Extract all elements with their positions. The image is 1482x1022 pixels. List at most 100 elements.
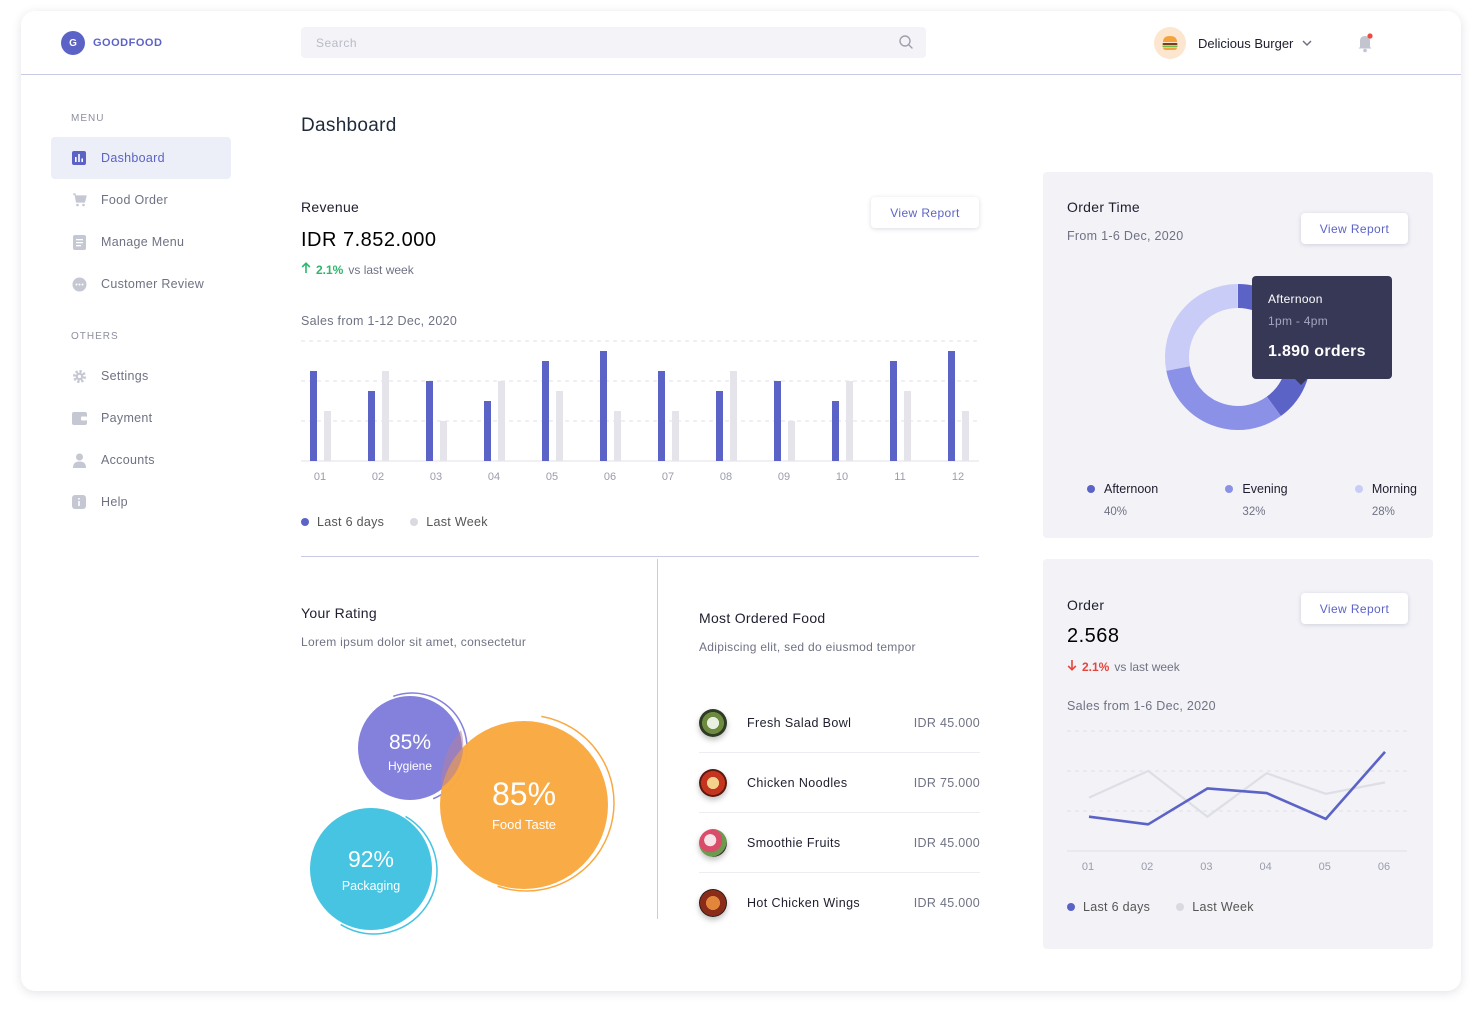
document-icon: [71, 234, 87, 250]
order-sales-range: Sales from 1-6 Dec, 2020: [1067, 699, 1216, 713]
user-menu[interactable]: Delicious Burger: [1154, 27, 1313, 59]
search-input[interactable]: Search: [301, 27, 926, 58]
legend-label: Last 6 days: [1083, 900, 1151, 914]
notification-bell-icon[interactable]: [1356, 33, 1374, 58]
x-tick-label: 06: [1378, 861, 1390, 873]
tooltip-range: 1pm - 4pm: [1268, 314, 1329, 328]
sidebar-item-help[interactable]: Help: [51, 481, 231, 523]
rating-card: Your Rating Lorem ipsum dolor sit amet, …: [301, 605, 641, 935]
bar-previous: [788, 421, 795, 461]
bar-current: [426, 381, 433, 461]
revenue-amount: IDR 7.852.000: [301, 229, 437, 251]
line-previous: [1088, 769, 1386, 819]
hygiene-label: Hygiene: [388, 759, 432, 773]
bar-current: [310, 371, 317, 461]
food-name: Chicken Noodles: [747, 775, 848, 790]
legend-label: Last Week: [426, 515, 488, 529]
revenue-legend: Last 6 days Last Week: [301, 515, 488, 529]
order-time-card: Order Time From 1-6 Dec, 2020 View Repor…: [1043, 172, 1433, 538]
sidebar-item-manage-menu[interactable]: Manage Menu: [51, 221, 231, 263]
order-view-report-button[interactable]: View Report: [1301, 593, 1408, 624]
food-price: IDR 45.000: [913, 835, 980, 850]
packaging-bubble: [310, 808, 432, 930]
legend-value: 28%: [1371, 506, 1395, 518]
burger-icon: [1154, 27, 1186, 59]
arrow-up-icon: [301, 262, 311, 277]
sidebar-item-label: Accounts: [101, 453, 155, 467]
tooltip-title: Afternoon: [1268, 292, 1323, 306]
rating-title: Your Rating: [301, 605, 377, 621]
food-taste-bubble: [440, 721, 608, 889]
cart-icon: [71, 192, 87, 208]
packaging-label: Packaging: [342, 879, 400, 893]
list-item[interactable]: Fresh Salad Bowl IDR 45.000: [699, 693, 980, 753]
legend-item-evening: Evening 32%: [1225, 482, 1288, 518]
x-tick-label: 09: [778, 471, 790, 483]
x-tick-label: 05: [546, 471, 558, 483]
revenue-sales-range: Sales from 1-12 Dec, 2020: [301, 314, 458, 328]
bar-current: [600, 351, 607, 461]
sidebar-item-settings[interactable]: Settings: [51, 355, 231, 397]
bar-previous: [904, 391, 911, 461]
revenue-divider: [301, 556, 979, 557]
bar-current: [484, 401, 491, 461]
hygiene-bubble: [358, 696, 462, 800]
x-tick-label: 08: [720, 471, 732, 483]
hygiene-value: 85%: [389, 731, 431, 754]
x-tick-label: 04: [1259, 861, 1271, 873]
bar-previous: [846, 381, 853, 461]
line-current: [1088, 751, 1386, 826]
sidebar: MENU Dashboard Food Order Manage Menu Cu…: [51, 111, 231, 523]
sidebar-item-dashboard[interactable]: Dashboard: [51, 137, 231, 179]
revenue-bar-chart: 01 02 03 04 05 06 07 08 09 10 11 12: [301, 340, 979, 483]
x-tick-label: 02: [1141, 861, 1153, 873]
sidebar-item-label: Manage Menu: [101, 235, 185, 249]
list-item[interactable]: Chicken Noodles IDR 75.000: [699, 753, 980, 813]
logo-text: GOODFOOD: [93, 37, 163, 49]
legend-item-current: Last 6 days: [301, 515, 384, 529]
order-time-view-report-button[interactable]: View Report: [1301, 213, 1408, 244]
rating-bubbles: 85% Hygiene 85% Food Taste 92% Packaging: [310, 692, 615, 935]
bar-current: [542, 361, 549, 461]
legend-item-morning: Morning 28%: [1354, 482, 1417, 518]
order-time-tooltip: Afternoon 1pm - 4pm 1.890 orders: [1252, 276, 1392, 385]
legend-item-current: Last 6 days: [1067, 900, 1150, 914]
food-name: Fresh Salad Bowl: [747, 715, 852, 730]
order-delta-text: vs last week: [1114, 659, 1180, 674]
search-icon[interactable]: [898, 34, 914, 55]
legend-label: Afternoon: [1104, 482, 1159, 496]
top-bar: G GOODFOOD Search Delicious Burger: [21, 11, 1461, 75]
chicken-wings-icon: [699, 889, 727, 917]
section-divider: [657, 559, 658, 919]
order-time-title: Order Time: [1067, 199, 1141, 215]
bar-current: [716, 391, 723, 461]
revenue-view-report-button[interactable]: View Report: [871, 197, 979, 228]
sidebar-item-label: Food Order: [101, 193, 168, 207]
bar-previous: [324, 411, 331, 461]
x-tick-label: 01: [1082, 861, 1094, 873]
sidebar-item-label: Help: [101, 495, 128, 509]
menu-section-title: MENU: [71, 113, 105, 124]
revenue-card: Revenue View Report IDR 7.852.000 2.1% v…: [301, 197, 979, 557]
chat-icon: [71, 276, 87, 292]
bar-previous: [614, 411, 621, 461]
x-tick-label: 12: [952, 471, 964, 483]
bar-previous: [730, 371, 737, 461]
sidebar-item-accounts[interactable]: Accounts: [51, 439, 231, 481]
sidebar-item-customer-review[interactable]: Customer Review: [51, 263, 231, 305]
food-name: Hot Chicken Wings: [747, 896, 861, 910]
food-price: IDR 45.000: [913, 896, 980, 910]
sidebar-item-payment[interactable]: Payment: [51, 397, 231, 439]
revenue-delta-value: 2.1%: [316, 262, 344, 277]
legend-label: Last 6 days: [317, 515, 385, 529]
search-placeholder: Search: [316, 36, 358, 50]
revenue-delta: 2.1% vs last week: [301, 262, 414, 277]
logo[interactable]: G GOODFOOD: [61, 31, 162, 55]
app-window: G GOODFOOD Search Delicious Burger MENU: [21, 11, 1461, 991]
sidebar-item-label: Settings: [101, 369, 149, 383]
sidebar-item-food-order[interactable]: Food Order: [51, 179, 231, 221]
bar-chart-icon: [71, 150, 87, 166]
list-item[interactable]: Smoothie Fruits IDR 45.000: [699, 813, 980, 873]
list-item[interactable]: Hot Chicken Wings IDR 45.000: [699, 873, 980, 933]
order-time-legend: Afternoon 40% Evening 32% Morning 28%: [1087, 482, 1417, 518]
